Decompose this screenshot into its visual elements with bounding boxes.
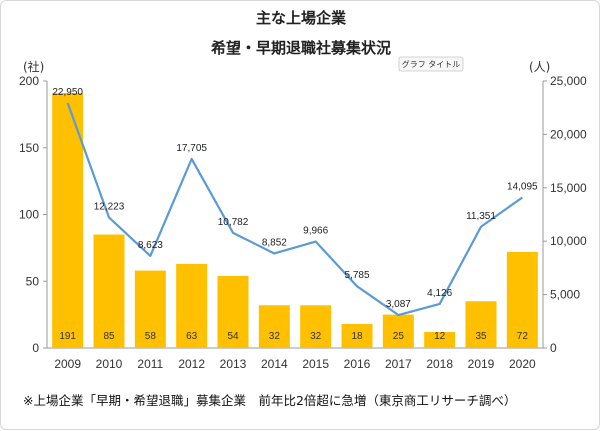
- line-value-label: 3,087: [386, 299, 411, 310]
- x-axis-tick-label: 2014: [261, 357, 288, 371]
- left-axis-tick-label: 200: [19, 74, 39, 88]
- bar: [217, 275, 249, 348]
- bar: [424, 331, 456, 348]
- bar: [300, 305, 332, 348]
- left-axis-tick-label: 100: [19, 208, 39, 222]
- x-axis-tick-label: 2012: [178, 357, 205, 371]
- x-axis-tick-label: 2009: [54, 357, 81, 371]
- bar-value-label: 35: [475, 331, 487, 342]
- title-tooltip: グラフ タイトル: [398, 56, 464, 72]
- bar-value-label: 85: [103, 331, 115, 342]
- chart-subtitle: 希望・早期退職社募集状況: [211, 39, 391, 57]
- line-value-label: 8,852: [262, 237, 287, 248]
- bar-value-label: 18: [351, 331, 363, 342]
- x-axis-tick-label: 2010: [96, 357, 123, 371]
- line-value-label: 9,966: [303, 226, 328, 237]
- bar-value-label: 58: [145, 331, 157, 342]
- line-value-label: 8,623: [138, 240, 163, 251]
- line-value-label: 10,782: [218, 217, 249, 228]
- bar-value-label: 191: [59, 331, 76, 342]
- right-axis-tick-label: 15,000: [550, 181, 587, 195]
- bar-value-label: 72: [517, 331, 529, 342]
- tooltip-box: [398, 56, 464, 72]
- bar: [382, 314, 414, 348]
- right-axis-tick-label: 10,000: [550, 234, 587, 248]
- right-axis-tick-label: 5,000: [550, 288, 580, 302]
- bar: [506, 251, 538, 348]
- bar: [93, 234, 125, 348]
- x-axis-ticks: 2009 2010 2011 2012 2013 2014 2015 2016 2017 2018…: [54, 357, 536, 371]
- bar: [134, 270, 166, 348]
- x-axis-tick-label: 2019: [468, 357, 495, 371]
- line-value-label: 22,950: [52, 87, 83, 98]
- right-axis-unit: (人): [529, 60, 550, 74]
- line-value-label: 14,095: [507, 181, 538, 192]
- bar-value-label: 12: [434, 331, 446, 342]
- x-axis-tick-label: 2013: [220, 357, 247, 371]
- bar: [341, 323, 373, 348]
- x-axis-tick-label: 2016: [344, 357, 371, 371]
- chart-footnote: ※上場企業「早期・希望退職」募集企業 前年比2倍超に急増（東京商工リサーチ調べ）: [23, 393, 516, 408]
- left-axis-tick-label: 50: [26, 274, 40, 288]
- axes: 0 50 100 150 200 0 5,000 10,000 15,000 20,000 25,0…: [19, 74, 587, 355]
- bar-value-label: 25: [393, 331, 405, 342]
- x-axis-tick-label: 2018: [426, 357, 453, 371]
- bar: [258, 305, 290, 348]
- x-axis-tick-label: 2011: [137, 357, 163, 371]
- line-value-label: 12,223: [94, 201, 125, 212]
- tooltip-text: グラフ タイトル: [402, 59, 461, 69]
- left-axis-tick-label: 0: [32, 341, 39, 355]
- right-axis-tick-label: 25,000: [550, 74, 587, 88]
- line-path: [66, 102, 523, 317]
- bar-value-label: 54: [227, 331, 239, 342]
- line-value-label: 11,351: [466, 211, 496, 222]
- bar-series: 191 85 58 63 54 32 32 18 25 12 35 72: [52, 93, 538, 348]
- bar-value-label: 63: [186, 331, 198, 342]
- x-axis-tick-label: 2020: [509, 357, 536, 371]
- line-value-label: 5,785: [344, 270, 369, 281]
- line-series: 22,950 12,223 8,623 17,705 10,782 8,852 9,966 5…: [52, 87, 538, 317]
- line-value-label: 4,126: [427, 288, 452, 299]
- bar-value-label: 32: [269, 331, 281, 342]
- bar: [52, 93, 84, 348]
- x-axis-tick-label: 2017: [385, 357, 412, 371]
- bar: [465, 301, 497, 348]
- line-value-label: 17,705: [176, 143, 207, 154]
- chart-title: 主な上場企業: [256, 9, 347, 27]
- right-axis-tick-label: 0: [550, 341, 557, 355]
- left-axis-unit: (社): [23, 59, 44, 74]
- bar-value-label: 32: [310, 331, 322, 342]
- x-axis-tick-label: 2015: [302, 357, 329, 371]
- right-axis-tick-label: 20,000: [550, 127, 587, 141]
- left-axis-tick-label: 150: [19, 141, 39, 155]
- bar: [176, 263, 208, 348]
